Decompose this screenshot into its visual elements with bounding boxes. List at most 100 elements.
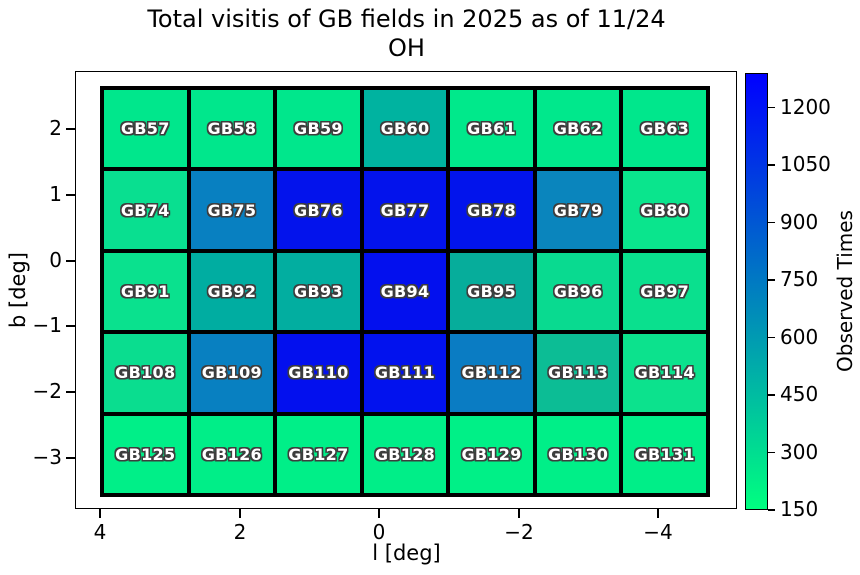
colorbar-tick-label: 1200 bbox=[780, 94, 831, 119]
colorbar-tick-mark bbox=[768, 106, 775, 109]
heatmap-cell: GB93 bbox=[277, 252, 360, 331]
y-tick-label: −1 bbox=[32, 313, 62, 337]
heatmap-cell: GB92 bbox=[190, 252, 274, 331]
heatmap-cell-label: GB94 bbox=[380, 281, 430, 301]
y-tick-label: −2 bbox=[32, 379, 62, 403]
heatmap-cell: GB113 bbox=[536, 334, 620, 412]
y-tick-mark bbox=[66, 325, 75, 327]
colorbar-tick-mark bbox=[768, 164, 775, 166]
heatmap-cell: GB131 bbox=[623, 415, 706, 493]
y-axis-label: b [deg] bbox=[6, 252, 30, 328]
heatmap-cell: GB109 bbox=[190, 334, 274, 412]
heatmap-cell: GB63 bbox=[623, 90, 706, 168]
heatmap-cell: GB127 bbox=[277, 415, 360, 493]
heatmap-cell-label: GB58 bbox=[207, 119, 257, 139]
x-tick-label: 4 bbox=[93, 520, 107, 544]
heatmap-cell: GB125 bbox=[104, 415, 187, 493]
heatmap-cell: GB128 bbox=[363, 415, 447, 493]
colorbar-tick-label: 600 bbox=[780, 324, 819, 349]
heatmap-cell: GB58 bbox=[190, 90, 274, 168]
heatmap-cell: GB96 bbox=[536, 252, 620, 331]
heatmap-cell: GB110 bbox=[277, 334, 360, 412]
colorbar-tick-label: 750 bbox=[780, 267, 819, 291]
y-tick-label: −3 bbox=[32, 445, 62, 469]
chart-title: Total visitis of GB fields in 2025 as of… bbox=[76, 5, 737, 63]
heatmap-cell-label: GB91 bbox=[120, 281, 170, 301]
heatmap-cell: GB111 bbox=[363, 334, 447, 412]
x-tick-label: −4 bbox=[643, 520, 673, 544]
x-tick-label: 0 bbox=[372, 520, 386, 544]
heatmap-cell: GB108 bbox=[104, 334, 187, 412]
heatmap-cell-label: GB78 bbox=[467, 200, 516, 220]
heatmap-cell-label: GB114 bbox=[634, 363, 695, 383]
heatmap-cell-label: GB57 bbox=[120, 119, 170, 139]
heatmap-cell: GB79 bbox=[536, 171, 620, 249]
x-tick-mark bbox=[657, 509, 659, 518]
heatmap-cell-label: GB77 bbox=[380, 200, 430, 220]
chart-title-line1: Total visitis of GB fields in 2025 as of… bbox=[147, 5, 666, 33]
heatmap-cell-label: GB79 bbox=[553, 200, 603, 220]
heatmap-cell-label: GB127 bbox=[288, 444, 349, 464]
colorbar-tick-label: 150 bbox=[780, 497, 819, 521]
heatmap-cell: GB60 bbox=[363, 90, 447, 168]
y-tick-mark bbox=[66, 260, 75, 262]
colorbar-tick-mark bbox=[768, 221, 775, 224]
heatmap-cell-label: GB93 bbox=[294, 281, 343, 301]
colorbar-tick-label: 900 bbox=[780, 209, 819, 234]
y-tick-label: 0 bbox=[49, 248, 62, 272]
heatmap-cell-label: GB76 bbox=[294, 200, 343, 220]
y-tick-mark bbox=[66, 457, 75, 459]
heatmap-cell: GB78 bbox=[450, 171, 533, 249]
heatmap-cell: GB80 bbox=[623, 171, 706, 249]
heatmap-grid: GB57 GB58 GB59 GB60 GB61 GB62 GB63 GB74 GB75 GB76… bbox=[100, 86, 710, 497]
heatmap-cell-label: GB125 bbox=[115, 444, 176, 464]
x-tick-mark bbox=[239, 509, 241, 518]
heatmap-cell-label: GB109 bbox=[201, 363, 262, 383]
heatmap-cell-label: GB126 bbox=[201, 444, 262, 464]
heatmap-cell: GB130 bbox=[536, 415, 620, 493]
heatmap-cell-label: GB75 bbox=[207, 200, 257, 220]
colorbar-tick-label: 1050 bbox=[780, 152, 831, 176]
heatmap-cell-label: GB112 bbox=[461, 363, 522, 383]
heatmap-cell-label: GB129 bbox=[461, 444, 522, 464]
heatmap-cell: GB94 bbox=[363, 252, 447, 331]
heatmap-cell-label: GB63 bbox=[640, 119, 690, 139]
y-tick-label: 2 bbox=[49, 116, 62, 140]
heatmap-cell-label: GB110 bbox=[288, 363, 349, 383]
heatmap-cell: GB112 bbox=[450, 334, 533, 412]
heatmap-cell: GB126 bbox=[190, 415, 274, 493]
colorbar-tick-mark bbox=[768, 509, 775, 511]
heatmap-cell-label: GB113 bbox=[548, 363, 609, 383]
colorbar-tick-label: 300 bbox=[780, 439, 819, 464]
x-tick-mark bbox=[378, 509, 380, 518]
heatmap-cell-label: GB128 bbox=[374, 444, 436, 464]
y-tick-mark bbox=[66, 194, 75, 196]
x-axis-label: l [deg] bbox=[372, 541, 441, 565]
x-tick-mark bbox=[99, 509, 101, 518]
heatmap-cell: GB76 bbox=[277, 171, 360, 249]
colorbar-label: Observed Times bbox=[833, 210, 857, 372]
heatmap-cell-label: GB61 bbox=[467, 119, 516, 139]
colorbar-tick-label: 450 bbox=[780, 382, 819, 406]
heatmap-cell: GB95 bbox=[450, 252, 533, 331]
heatmap-cell-label: GB95 bbox=[467, 281, 516, 301]
chart-title-line2: OH bbox=[388, 33, 425, 62]
x-tick-label: 2 bbox=[233, 520, 247, 544]
x-tick-mark bbox=[518, 509, 520, 518]
heatmap-cell-label: GB60 bbox=[380, 119, 430, 139]
heatmap-cell: GB77 bbox=[363, 171, 447, 249]
heatmap-cell-label: GB108 bbox=[115, 363, 176, 383]
y-tick-label: 1 bbox=[49, 182, 62, 206]
heatmap-cell: GB61 bbox=[450, 90, 533, 168]
y-tick-mark bbox=[66, 391, 75, 393]
heatmap-cell: GB75 bbox=[190, 171, 274, 249]
heatmap-cell-label: GB92 bbox=[207, 281, 257, 301]
colorbar bbox=[745, 73, 768, 510]
heatmap-cell-label: GB59 bbox=[294, 119, 343, 139]
heatmap-cell: GB91 bbox=[104, 252, 187, 331]
heatmap-cell-label: GB74 bbox=[120, 200, 170, 220]
heatmap-cell-label: GB97 bbox=[640, 281, 690, 301]
heatmap-cell: GB59 bbox=[277, 90, 360, 168]
heatmap-cell-label: GB131 bbox=[634, 444, 695, 464]
